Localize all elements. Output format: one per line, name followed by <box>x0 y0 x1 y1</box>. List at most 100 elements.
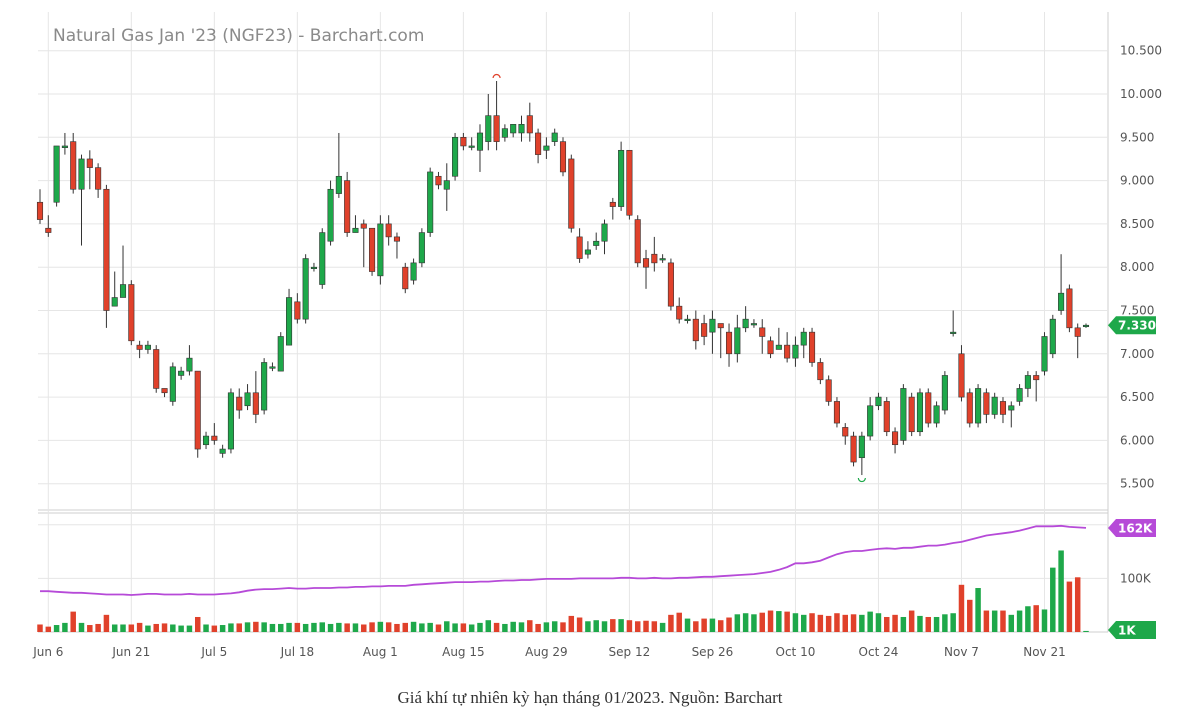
candle <box>335 132 342 198</box>
candle <box>510 124 517 138</box>
candle <box>792 336 799 367</box>
chart-grid <box>38 12 1109 633</box>
candle <box>601 219 608 255</box>
volume-bar <box>361 624 367 632</box>
candle <box>858 431 865 476</box>
volume-bar <box>402 622 409 632</box>
candle <box>360 219 367 268</box>
candle <box>452 132 459 181</box>
swing-high-marker <box>492 73 501 79</box>
candle <box>701 314 708 346</box>
candle <box>759 319 766 354</box>
candle <box>750 319 757 328</box>
date-tick-label: Oct 10 <box>776 645 816 659</box>
volume-bar <box>983 610 990 632</box>
volume-bar <box>859 614 865 632</box>
volume-bar <box>153 623 159 632</box>
date-tick-label: Sep 26 <box>692 645 734 659</box>
price-tick-label: 7.000 <box>1120 347 1154 361</box>
volume-bar <box>186 625 193 632</box>
volume-bar <box>1058 550 1064 632</box>
volume-bar <box>527 620 533 632</box>
candle <box>202 431 210 450</box>
volume-bar <box>103 614 110 632</box>
candle <box>717 323 724 359</box>
candle <box>559 137 567 177</box>
volume-bar <box>585 621 591 632</box>
candle <box>941 371 948 415</box>
candle <box>78 154 85 246</box>
candle <box>128 280 135 346</box>
candle <box>402 262 409 294</box>
candle <box>568 154 575 233</box>
volume-bar <box>37 624 43 632</box>
candle <box>676 297 683 324</box>
candle <box>460 132 467 151</box>
volume-bar <box>1016 610 1023 632</box>
volume-bar <box>485 620 492 632</box>
date-tick-label: Jun 21 <box>111 645 150 659</box>
volume-bar <box>510 621 516 632</box>
candle <box>908 392 915 437</box>
candle <box>817 358 824 385</box>
candle <box>966 388 973 428</box>
candle <box>236 388 243 419</box>
candle <box>593 232 600 250</box>
volume-bar <box>900 616 907 632</box>
candle <box>36 189 44 224</box>
volume-bar <box>178 625 184 632</box>
price-tick-label: 7.500 <box>1120 304 1154 318</box>
volume-bar <box>1008 614 1015 632</box>
volume-bar <box>626 620 633 632</box>
candle <box>369 227 376 276</box>
volume-bar <box>734 614 741 632</box>
volume-bar <box>1050 567 1056 632</box>
volume-bar <box>410 621 417 632</box>
candle <box>144 340 151 354</box>
axis-badges: 7.330 162K 1K <box>1108 316 1156 639</box>
candle <box>244 384 251 411</box>
volume-bar <box>53 625 60 632</box>
candle <box>136 340 143 359</box>
candle <box>725 323 733 367</box>
candle <box>535 128 542 164</box>
candle <box>468 137 475 151</box>
date-tick-label: Jul 5 <box>200 645 227 659</box>
volume-ma-badge: 162K <box>1108 518 1156 537</box>
candle-series <box>36 73 1090 483</box>
candle <box>1016 384 1023 406</box>
volume-bar <box>394 623 400 632</box>
date-tick-label: Nov 21 <box>1023 645 1066 659</box>
volume-bar <box>742 613 749 632</box>
volume-bar <box>452 623 458 632</box>
volume-bar <box>709 618 716 632</box>
candle <box>501 124 508 142</box>
candle <box>1033 371 1040 402</box>
swing-low-marker <box>857 477 866 483</box>
volume-moving-average-line <box>40 524 1087 596</box>
candle <box>119 245 127 298</box>
volume-bar <box>87 625 93 632</box>
volume-bar <box>435 624 442 632</box>
volume-bar <box>1033 605 1039 632</box>
volume-bar <box>1066 581 1073 632</box>
date-axis: Jun 6 Jun 21 Jul 5 Jul 18 Aug 1 Aug 15 Aug 29 S… <box>32 645 1066 659</box>
candle <box>958 345 965 402</box>
volume-bar <box>319 622 325 632</box>
volume-bar <box>228 623 234 632</box>
candle <box>277 332 284 372</box>
volume-bar <box>568 615 575 632</box>
volume-bar <box>917 615 923 632</box>
volume-bar <box>477 622 483 632</box>
volume-bar <box>136 622 143 632</box>
volume-bar <box>967 599 973 632</box>
volume-bar <box>717 620 724 632</box>
candle <box>551 128 558 146</box>
volume-bar <box>161 623 168 632</box>
date-tick-label: Sep 12 <box>609 645 651 659</box>
volume-bar <box>336 622 342 632</box>
volume-bar <box>908 610 915 632</box>
volume-bar <box>668 614 674 632</box>
price-tick-label: 9.500 <box>1120 130 1154 144</box>
candle <box>850 431 857 467</box>
